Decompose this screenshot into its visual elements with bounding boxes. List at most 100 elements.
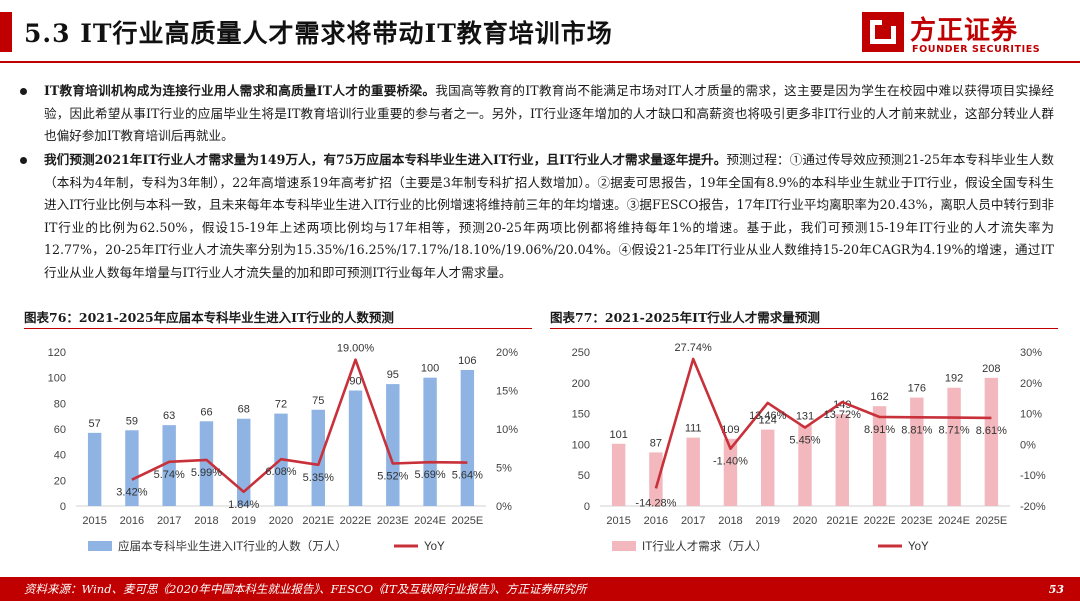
x-tick-label: 2020 <box>793 515 817 527</box>
yoy-value-label: 8.91% <box>864 424 895 436</box>
bar-value-label: 68 <box>238 404 250 416</box>
legend-bar-swatch <box>612 541 636 551</box>
x-tick-label: 2015 <box>82 515 106 527</box>
header: 5.3 IT行业高质量人才需求将带动IT教育培训市场 方正证券 FOUNDER … <box>0 0 1080 63</box>
y-left-tick-label: 100 <box>572 439 590 451</box>
bar-value-label: 208 <box>982 363 1000 375</box>
x-tick-label: 2024E <box>938 515 970 527</box>
paragraph-2-text: 预测过程：①通过传导效应预测21-25年本专科毕业生人数（本科为4年制，专科为3… <box>44 152 1054 280</box>
bar-value-label: 192 <box>945 373 963 385</box>
y-left-tick-label: 250 <box>572 347 590 359</box>
page-number: 53 <box>1048 583 1064 596</box>
yoy-value-label: 13.72% <box>824 409 862 421</box>
x-tick-label: 2016 <box>644 515 668 527</box>
figure-76-divider <box>24 328 532 329</box>
y-right-tick-label: 20% <box>1020 378 1042 390</box>
chart-graduates-into-it: 0 20 40 60 80 100 120 0% 5% 10% 15% 20% 57 59 63 66 68 72… <box>48 343 519 553</box>
x-tick-label: 2021E <box>826 515 858 527</box>
x-tick-label: 2024E <box>414 515 446 527</box>
bar-value-label: 162 <box>870 391 888 403</box>
bar <box>649 452 663 506</box>
logo-chinese-name: 方正证券 <box>910 16 1019 46</box>
bar-value-label: 124 <box>759 415 777 427</box>
legend-bar-label: IT行业人才需求（万人） <box>642 539 767 553</box>
figure-77-title: 图表77：2021-2025年IT行业人才需求量预测 <box>550 310 820 325</box>
bar <box>686 437 700 506</box>
x-tick-label: 2019 <box>755 515 779 527</box>
yoy-value-label: 5.52% <box>377 470 408 482</box>
bar <box>761 429 775 506</box>
bar-value-label: 66 <box>200 406 212 418</box>
yoy-value-label: 8.81% <box>901 424 932 436</box>
bar <box>723 438 738 506</box>
figure-77-divider <box>550 328 1058 329</box>
yoy-value-label: 5.99% <box>191 467 222 479</box>
yoy-line <box>131 358 468 494</box>
legend-line-label: YoY <box>424 541 445 553</box>
bar-value-label: 72 <box>275 399 287 411</box>
y-right-tick-label: 30% <box>1020 347 1042 359</box>
y-left-tick-label: 0 <box>584 501 590 513</box>
x-tick-label: 2017 <box>157 515 181 527</box>
y-right-tick-label: 20% <box>496 347 518 359</box>
legend-line-label: YoY <box>908 541 929 553</box>
bar-value-label: 109 <box>721 424 739 436</box>
x-tick-label: 2025E <box>975 515 1007 527</box>
footer-bar <box>0 577 1080 601</box>
bar <box>311 409 325 506</box>
title-accent-bar <box>0 12 12 52</box>
y-left-tick-label: 60 <box>54 424 66 436</box>
bar-value-label: 75 <box>312 395 324 407</box>
footer-source: 资料来源：Wind、麦可思《2020年中国本科生就业报告》、FESCO《IT及互… <box>24 582 587 596</box>
x-tick-label: 2018 <box>194 515 218 527</box>
y-left-tick-label: 100 <box>48 373 66 385</box>
bar-value-label: 59 <box>126 415 138 427</box>
x-tick-label: 2019 <box>231 515 255 527</box>
bar-value-label: 106 <box>458 355 476 367</box>
yoy-value-label: 27.74% <box>675 342 713 354</box>
x-tick-label: 2016 <box>120 515 144 527</box>
bar <box>611 443 626 506</box>
chart-it-talent-demand: 0 50 100 150 200 250 -20% -10% 0% 10% 20% 30% 101 87 1… <box>572 342 1046 553</box>
logo-english-name: FOUNDER SECURITIES <box>912 44 1041 55</box>
y-right-tick-label: 10% <box>496 424 518 436</box>
y-right-tick-label: -20% <box>1020 501 1046 513</box>
bar <box>835 414 849 506</box>
bar-value-label: 57 <box>89 418 101 430</box>
yoy-value-label: 13.46% <box>749 410 787 422</box>
figure-76-title: 图表76：2021-2025年应届本专科毕业生进入IT行业的人数预测 <box>24 310 394 325</box>
yoy-value-label: 5.74% <box>154 469 185 481</box>
company-logo: 方正证券 FOUNDER SECURITIES <box>862 8 1062 58</box>
bar <box>125 430 139 506</box>
bar <box>798 425 812 506</box>
paragraph-2: 我们预测2021年IT行业人才需求量为149万人，有75万应届本专科毕业生进入I… <box>20 149 1054 285</box>
bar <box>947 387 961 506</box>
bar-value-label: 111 <box>685 423 702 435</box>
yoy-value-label: 8.61% <box>976 425 1007 437</box>
y-left-tick-label: 120 <box>48 347 66 359</box>
yoy-value-label: 5.45% <box>789 435 820 447</box>
bar-value-label: 149 <box>833 399 851 411</box>
header-divider <box>0 61 1080 63</box>
bar <box>984 377 999 506</box>
y-left-tick-label: 0 <box>60 501 66 513</box>
bar-value-label: 100 <box>421 363 439 375</box>
yoy-value-label: 5.69% <box>414 469 445 481</box>
x-tick-label: 2017 <box>681 515 705 527</box>
yoy-value-label: 8.71% <box>938 425 969 437</box>
legend-bar-label: 应届本专科毕业生进入IT行业的人数（万人） <box>118 539 347 553</box>
bar-value-label: 87 <box>650 437 662 449</box>
x-tick-label: 2020 <box>269 515 293 527</box>
bar <box>872 406 887 506</box>
bar <box>423 377 437 506</box>
yoy-value-label: 6.08% <box>265 466 296 478</box>
y-left-tick-label: 80 <box>54 398 66 410</box>
yoy-value-label: 1.84% <box>228 499 259 511</box>
y-right-tick-label: -10% <box>1020 470 1046 482</box>
y-left-tick-label: 20 <box>54 475 66 487</box>
bar-value-label: 131 <box>796 410 814 422</box>
yoy-value-label: 5.64% <box>452 470 483 482</box>
yoy-line <box>654 357 992 489</box>
bar-value-label: 90 <box>349 376 361 388</box>
yoy-value-label: -14.28% <box>635 497 676 509</box>
